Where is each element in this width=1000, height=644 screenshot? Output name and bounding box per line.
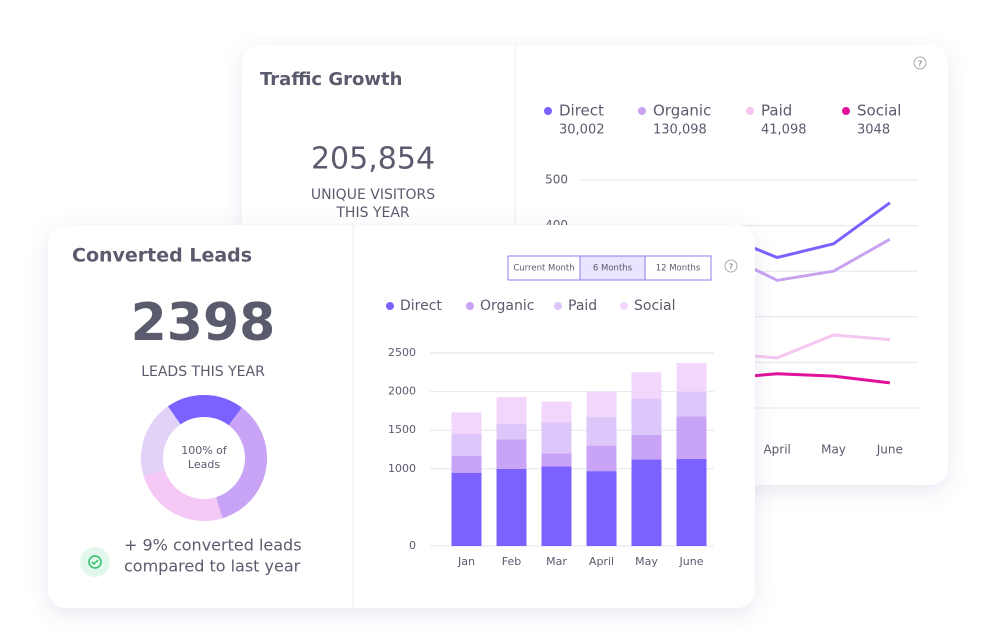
legend-label: Organic xyxy=(653,102,711,120)
help-icon-glyph: ? xyxy=(918,60,922,69)
bar-segment xyxy=(631,372,662,399)
donut-segment xyxy=(167,395,242,426)
legend-label: Organic xyxy=(480,298,534,314)
bar-segment xyxy=(631,459,662,546)
check-mark xyxy=(91,559,99,566)
bar-segment xyxy=(541,453,572,467)
legend-total: 41,098 xyxy=(761,123,807,138)
bar-segment xyxy=(496,468,527,546)
bar-segment xyxy=(496,424,527,440)
note: + 9% converted leads xyxy=(124,536,302,555)
y-tick-label: 0 xyxy=(409,539,416,552)
legend-label: Paid xyxy=(568,298,597,314)
period-label: 6 Months xyxy=(593,264,633,274)
x-tick-label: April xyxy=(763,443,790,457)
legend-label: Social xyxy=(857,102,901,120)
x-tick-label: June xyxy=(876,443,903,457)
legend-dot xyxy=(842,107,850,115)
note: compared to last year xyxy=(124,557,301,576)
bar-segment xyxy=(451,472,482,546)
x-tick-label: Mar xyxy=(546,555,567,568)
bar-segment xyxy=(496,397,527,425)
donut-segment xyxy=(141,406,181,477)
x-tick-label: Feb xyxy=(502,555,521,568)
bar-segment xyxy=(451,412,482,435)
help-icon[interactable] xyxy=(913,56,927,70)
bar-segment xyxy=(451,455,482,473)
help-icon[interactable] xyxy=(724,259,738,273)
total: 205,854 xyxy=(311,142,435,177)
bar-segment xyxy=(541,422,572,454)
leads-card: Converted Leads 2398 LEADS THIS YEAR + 9… xyxy=(48,225,755,608)
donut-segment xyxy=(143,469,223,521)
card-title: Traffic Growth xyxy=(260,69,402,90)
donut-center-label: 100% of xyxy=(181,444,228,457)
bar-segment xyxy=(451,434,482,456)
bar-segment xyxy=(676,458,707,546)
total-label: UNIQUE VISITORS xyxy=(311,187,435,203)
bar-segment xyxy=(586,417,617,446)
total-label: LEADS THIS YEAR xyxy=(141,364,265,380)
bar-segment xyxy=(676,363,707,392)
help-icon-glyph: ? xyxy=(729,263,733,272)
period-button[interactable] xyxy=(579,255,646,281)
x-tick-label: Jan xyxy=(457,555,475,568)
bar-segment xyxy=(631,434,662,460)
period-label: 12 Months xyxy=(656,264,701,274)
period-label: Current Month xyxy=(513,264,574,274)
x-tick-label: May xyxy=(821,443,846,457)
bar-segment xyxy=(541,401,572,423)
y-tick-label: 2000 xyxy=(388,385,416,398)
bar-segment xyxy=(586,391,617,418)
legend-dot xyxy=(638,107,646,115)
bar-segment xyxy=(631,398,662,435)
x-tick-label: June xyxy=(679,555,704,568)
x-tick-label: May xyxy=(635,555,658,568)
y-tick-label: 1000 xyxy=(388,462,416,475)
total: 2398 xyxy=(131,293,276,353)
legend-total: 3048 xyxy=(857,123,890,138)
legend-dot xyxy=(554,302,562,310)
legend-dot xyxy=(746,107,754,115)
legend-total: 130,098 xyxy=(653,123,707,138)
check-icon xyxy=(88,555,102,569)
legend-dot xyxy=(386,302,394,310)
legend-dot xyxy=(620,302,628,310)
bar-segment xyxy=(676,416,707,459)
y-tick-label: 2500 xyxy=(388,346,416,359)
donut-center-label: Leads xyxy=(188,458,220,471)
legend-label: Direct xyxy=(559,102,604,120)
period-button[interactable] xyxy=(507,255,581,281)
x-tick-label: April xyxy=(589,555,614,568)
legend-dot xyxy=(544,107,552,115)
bar-segment xyxy=(676,391,707,417)
card-title: Converted Leads xyxy=(72,245,252,267)
donut-segment xyxy=(215,407,267,519)
bar-segment xyxy=(496,439,527,469)
bar-segment xyxy=(586,471,617,546)
legend-total: 30,002 xyxy=(559,123,605,138)
legend-label: Social xyxy=(634,298,676,314)
total-label: THIS YEAR xyxy=(335,205,410,221)
bar-segment xyxy=(541,466,572,546)
legend-label: Paid xyxy=(761,102,792,120)
legend-label: Direct xyxy=(400,298,442,314)
bar-segment xyxy=(586,445,617,472)
y-tick-label: 500 xyxy=(545,173,568,187)
legend-dot xyxy=(466,302,474,310)
period-button[interactable] xyxy=(644,255,712,281)
y-tick-label: 1500 xyxy=(388,423,416,436)
